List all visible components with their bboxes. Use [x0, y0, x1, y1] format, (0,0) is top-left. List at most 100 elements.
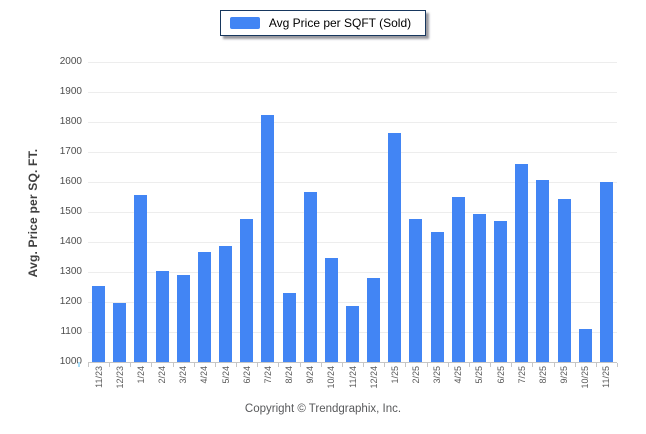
bar-9-25 [557, 199, 571, 362]
x-axis-tick [88, 363, 89, 367]
bar-8-25 [536, 180, 550, 362]
bar-12-24 [367, 277, 381, 362]
bar-3-24 [176, 275, 190, 362]
x-axis-tick [596, 363, 597, 367]
x-tick-label-4-24: 4/24 [199, 366, 210, 384]
x-axis-tick [554, 363, 555, 367]
copyright-text: Copyright © Trendgraphix, Inc. [244, 403, 402, 415]
x-axis-tick [405, 363, 406, 367]
x-axis-tick [173, 363, 174, 367]
x-tick-label-11-24: 11/24 [347, 366, 358, 388]
bar-8-24 [282, 293, 296, 362]
gridline-1900 [88, 92, 617, 93]
y-tick-label-1900: 1900 [59, 86, 82, 97]
y-tick-label-2000: 2000 [59, 56, 82, 67]
x-tick-label-3-24: 3/24 [178, 366, 189, 384]
x-tick-label-10-24: 10/24 [326, 366, 337, 389]
x-axis-tick [511, 363, 512, 367]
x-axis-tick [532, 363, 533, 367]
gridline-1500 [88, 212, 617, 213]
x-tick-label-5-24: 5/24 [220, 366, 231, 384]
x-axis-tick [490, 363, 491, 367]
bar-1-25 [388, 133, 402, 362]
bar-10-25 [578, 329, 592, 362]
bar-11-23 [92, 285, 106, 362]
x-axis-tick [194, 363, 195, 367]
bar-5-25 [472, 213, 486, 362]
x-tick-label-8-25: 8/25 [537, 366, 548, 384]
origin-tick [78, 362, 80, 367]
bar-9-24 [303, 191, 317, 362]
bar-11-24 [346, 305, 359, 362]
x-tick-label-7-24: 7/24 [262, 366, 273, 384]
x-axis-tick [469, 363, 470, 367]
x-tick-label-10-25: 10/25 [580, 366, 591, 389]
y-tick-label-1800: 1800 [59, 116, 82, 127]
x-axis-tick [278, 363, 279, 367]
x-tick-label-12-24: 12/24 [368, 366, 379, 389]
y-tick-label-1200: 1200 [59, 296, 82, 307]
x-axis-tick [236, 363, 237, 367]
bar-3-25 [430, 231, 444, 362]
x-tick-label-2-25: 2/25 [410, 366, 421, 384]
gridline-1200 [88, 302, 617, 303]
bar-12-23 [113, 302, 127, 362]
x-axis-tick [617, 363, 618, 367]
x-tick-label-1-24: 1/24 [135, 366, 146, 384]
x-tick-label-6-25: 6/25 [495, 366, 506, 384]
y-tick-label-1100: 1100 [60, 326, 82, 337]
y-tick-label-1400: 1400 [59, 236, 82, 247]
bar-10-24 [324, 257, 338, 362]
y-tick-label-1500: 1500 [59, 206, 82, 217]
x-tick-label-1-25: 1/25 [389, 366, 400, 384]
x-axis-tick [130, 363, 131, 367]
bar-11-25 [599, 181, 613, 362]
x-axis-tick [342, 363, 343, 367]
x-axis-tick [575, 363, 576, 367]
x-axis-tick [257, 363, 258, 367]
x-axis-tick [300, 363, 301, 367]
x-tick-label-12-23: 12/23 [114, 366, 125, 389]
bar-2-24 [155, 270, 169, 362]
bar-6-24 [240, 218, 254, 362]
bar-6-25 [494, 221, 508, 362]
x-axis-tick [109, 363, 110, 367]
x-tick-label-11-23: 11/23 [93, 366, 104, 388]
chart-legend: Avg Price per SQFT (Sold) [0, 10, 646, 36]
bar-7-25 [515, 163, 529, 362]
x-tick-label-7-25: 7/25 [516, 366, 527, 384]
bar-7-24 [261, 115, 275, 362]
gridline-1600 [88, 182, 617, 183]
bar-4-25 [451, 196, 465, 362]
x-tick-label-9-24: 9/24 [305, 366, 316, 384]
x-axis-tick [363, 363, 364, 367]
x-tick-label-8-24: 8/24 [284, 366, 295, 384]
y-tick-label-1700: 1700 [59, 146, 82, 157]
legend-label: Avg Price per SQFT (Sold) [268, 16, 412, 30]
gridline-2000 [88, 62, 617, 63]
x-tick-label-6-24: 6/24 [241, 366, 252, 384]
x-tick-label-9-25: 9/25 [559, 366, 570, 384]
legend-color-swatch [229, 17, 260, 29]
x-axis-tick [215, 363, 216, 367]
plot-area [88, 62, 617, 363]
bar-1-24 [134, 195, 148, 362]
x-axis-tick [448, 363, 449, 367]
gridline-1300 [88, 272, 617, 273]
x-tick-label-3-25: 3/25 [432, 366, 443, 384]
x-tick-label-11-25: 11/25 [601, 366, 612, 388]
x-axis-tick [427, 363, 428, 367]
x-axis-tick [321, 363, 322, 367]
x-tick-label-4-25: 4/25 [453, 366, 464, 384]
y-tick-label-1600: 1600 [59, 176, 82, 187]
gridline-1800 [88, 122, 617, 123]
x-axis-tick [151, 363, 152, 367]
bar-5-24 [219, 245, 233, 362]
y-tick-label-1000: 1000 [59, 356, 82, 367]
bar-2-25 [409, 218, 423, 362]
gridline-1000 [88, 362, 617, 363]
y-tick-label-1300: 1300 [59, 266, 82, 277]
bar-4-24 [197, 252, 211, 362]
x-axis-tick [384, 363, 385, 367]
